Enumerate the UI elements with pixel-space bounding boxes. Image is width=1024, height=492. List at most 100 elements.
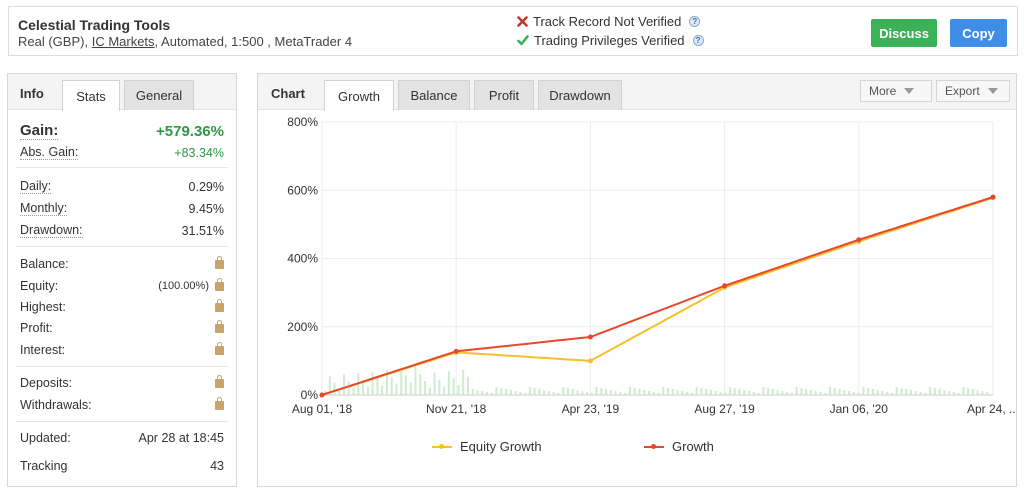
activity-bar xyxy=(571,389,574,395)
updated-value: Apr 28 at 18:45 xyxy=(138,431,224,445)
lock-icon[interactable] xyxy=(215,319,224,333)
discuss-button[interactable]: Discuss xyxy=(871,19,937,47)
abs-gain-row: Abs. Gain: +83.34% xyxy=(20,145,224,160)
activity-bar xyxy=(333,382,336,395)
drawdown-row: Drawdown: 31.51% xyxy=(20,223,224,238)
activity-bar xyxy=(424,381,427,395)
lock-icon[interactable] xyxy=(215,396,224,410)
activity-bar xyxy=(376,378,379,395)
more-dropdown[interactable]: More xyxy=(860,80,932,102)
x-tick-label: Nov 21, '18 xyxy=(426,402,487,416)
system-header: Celestial Trading Tools Real (GBP), IC M… xyxy=(8,6,1018,56)
activity-bar xyxy=(843,390,846,395)
tab-drawdown[interactable]: Drawdown xyxy=(538,80,622,110)
lock-icon[interactable] xyxy=(215,255,224,269)
legend-equity-growth[interactable]: Equity Growth xyxy=(432,439,542,454)
x-tick-label: Jan 06, '20 xyxy=(830,402,889,416)
equity-label: Equity: xyxy=(20,279,59,293)
activity-bar xyxy=(976,390,979,395)
activity-bar xyxy=(728,387,731,395)
activity-bar xyxy=(762,387,765,395)
more-label: More xyxy=(869,84,897,98)
info-tabbar: Info Stats General xyxy=(8,74,236,111)
activity-bar xyxy=(509,390,512,395)
activity-bar xyxy=(547,391,550,395)
activity-bar xyxy=(714,391,717,395)
cross-icon xyxy=(517,16,528,27)
activity-bar xyxy=(733,388,736,395)
tab-stats[interactable]: Stats xyxy=(62,80,120,111)
x-tick-label: Aug 27, '19 xyxy=(694,402,755,416)
info-panel: Info Stats General Gain: +579.36% Abs. G… xyxy=(7,73,237,487)
activity-bar xyxy=(881,391,884,395)
activity-bar xyxy=(705,389,708,395)
activity-bar xyxy=(609,390,612,395)
activity-bar xyxy=(786,392,789,395)
activity-bar xyxy=(838,389,841,395)
activity-bar xyxy=(919,392,922,395)
activity-bar xyxy=(328,375,331,395)
activity-bar xyxy=(543,390,546,395)
y-tick-label: 600% xyxy=(287,183,318,197)
equity-percent: (100.00%) xyxy=(158,280,209,292)
deposits-label: Deposits: xyxy=(20,376,73,390)
lock-icon[interactable] xyxy=(215,298,224,312)
growth-chart[interactable]: 800% 600% 400% 200% 0% Aug 01, '18 Nov 21, '1… xyxy=(258,112,1016,472)
export-dropdown[interactable]: Export xyxy=(936,80,1010,102)
activity-bar xyxy=(538,389,541,395)
activity-bar xyxy=(857,393,860,395)
tab-growth[interactable]: Growth xyxy=(324,80,394,111)
tab-general[interactable]: General xyxy=(124,80,194,110)
help-icon[interactable]: ? xyxy=(692,35,704,46)
legend-growth[interactable]: Growth xyxy=(644,439,714,454)
tab-profit[interactable]: Profit xyxy=(474,80,534,110)
activity-bar xyxy=(776,390,779,395)
activity-bar xyxy=(971,389,974,395)
legend-equity-label: Equity Growth xyxy=(460,439,542,454)
broker-link[interactable]: IC Markets xyxy=(91,34,155,49)
activity-bar xyxy=(481,391,484,395)
lock-icon[interactable] xyxy=(215,341,224,355)
activity-bar xyxy=(638,389,641,395)
copy-button[interactable]: Copy xyxy=(950,19,1007,47)
activity-bar xyxy=(914,391,917,395)
activity-bar xyxy=(805,389,808,395)
activity-bar xyxy=(514,391,517,395)
activity-bar xyxy=(600,388,603,395)
divider xyxy=(16,421,228,422)
activity-bar xyxy=(700,388,703,395)
activity-bar xyxy=(781,391,784,395)
activity-bar xyxy=(628,387,631,395)
activity-bar xyxy=(671,389,674,395)
chart-tabbar: Chart Growth Balance Profit Drawdown Mor… xyxy=(258,74,1016,111)
series-line xyxy=(321,196,994,396)
activity-bar xyxy=(562,387,565,395)
lock-icon[interactable] xyxy=(215,374,224,388)
account-details: , Automated, 1:500 , MetaTrader 4 xyxy=(154,34,353,49)
tab-balance[interactable]: Balance xyxy=(398,80,470,110)
activity-bar xyxy=(852,392,855,395)
activity-bar xyxy=(800,388,803,395)
tracking-row: Tracking 43 xyxy=(20,459,224,473)
activity-bar xyxy=(848,391,851,395)
data-point xyxy=(990,194,996,200)
divider xyxy=(16,366,228,367)
activity-bar xyxy=(819,392,822,395)
activity-bar xyxy=(552,392,555,395)
data-point xyxy=(587,334,593,340)
export-label: Export xyxy=(945,84,980,98)
activity-bar xyxy=(686,392,689,395)
activity-bar xyxy=(948,391,951,395)
x-tick-label: Apr 23, '19 xyxy=(562,402,620,416)
data-point xyxy=(453,348,459,354)
help-icon[interactable]: ? xyxy=(689,16,701,27)
gain-row: Gain: +579.36% xyxy=(20,122,224,140)
updated-label: Updated: xyxy=(20,431,71,445)
monthly-value: 9.45% xyxy=(188,201,224,216)
activity-bar xyxy=(576,390,579,395)
activity-bar xyxy=(809,390,812,395)
lock-icon[interactable] xyxy=(215,277,224,291)
trading-privileges-status: Trading Privileges Verified ? xyxy=(517,33,704,48)
system-subtitle: Real (GBP), IC Markets, Automated, 1:500… xyxy=(18,34,352,49)
activity-bar xyxy=(738,389,741,395)
